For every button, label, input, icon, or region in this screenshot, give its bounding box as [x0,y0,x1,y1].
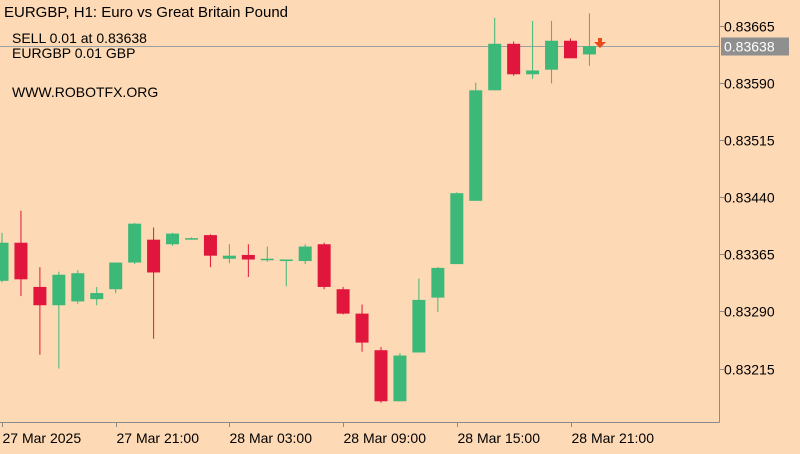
plot-border [0,0,720,423]
candle-12[interactable] [222,244,236,264]
candle-body [393,355,407,402]
candle-21[interactable] [393,353,407,402]
candle-22[interactable] [412,278,426,353]
candle-16[interactable] [298,244,312,265]
candle-9[interactable] [166,232,180,246]
candle-2[interactable] [33,267,47,355]
trade-markers [594,38,606,48]
candle-body [564,40,577,59]
candle-body [526,70,540,75]
candle-body [90,293,104,300]
price-axis[interactable]: 0.83665 0.83590 0.83515 0.83440 0.83365 0.832… [719,19,789,378]
candle-body [185,238,198,240]
position-info: EURGBP 0.01 GBP [12,45,136,61]
candle-28[interactable] [526,20,540,79]
order-info: SELL 0.01 at 0.83638 [12,30,147,46]
candle-body [336,289,350,314]
candle-body [317,244,331,287]
candle-3[interactable] [52,271,66,369]
candle-18[interactable] [336,286,350,315]
candle-27[interactable] [507,41,521,76]
candle-15[interactable] [279,259,293,287]
watermark-text: WWW.ROBOTFX.ORG [12,84,159,100]
candle-29[interactable] [545,20,559,84]
candle-31[interactable] [582,13,596,66]
candle-body [260,258,274,261]
time-tick-label: 28 Mar 15:00 [458,430,541,446]
candle-30[interactable] [564,38,577,59]
time-axis[interactable]: 27 Mar 2025 27 Mar 21:00 28 Mar 03:00 28 Ma… [2,422,655,446]
candle-body [488,43,502,91]
price-tick-label: 0.83365 [724,247,775,263]
candle-1[interactable] [14,210,28,297]
candle-body [582,46,596,55]
time-tick-label: 27 Mar 2025 [3,430,82,446]
candle-body [298,246,312,262]
candle-body [374,350,388,402]
candle-11[interactable] [203,234,217,268]
time-tick-label: 28 Mar 09:00 [344,430,427,446]
candle-19[interactable] [355,304,369,352]
price-tick-label: 0.83290 [724,304,775,320]
candle-26[interactable] [488,17,502,91]
sell-arrow-icon [594,38,606,48]
candle-10[interactable] [185,237,198,240]
current-price-tag: 0.83638 [721,37,789,56]
candle-body [203,235,217,256]
candle-body [71,273,85,302]
time-tick-label: 27 Mar 21:00 [117,430,200,446]
candle-14[interactable] [260,246,274,262]
candle-20[interactable] [374,347,388,403]
candle-8[interactable] [147,227,161,339]
candle-25[interactable] [469,82,483,201]
candle-body [241,254,255,260]
candles[interactable] [0,13,596,403]
candle-body [222,255,236,259]
price-tick-label: 0.83665 [724,19,775,35]
price-tick-label: 0.83440 [724,190,775,206]
price-tick-label: 0.83515 [724,133,775,149]
price-tag-label: 0.83638 [724,39,775,55]
price-tick-label: 0.83215 [724,362,775,378]
candle-body [355,313,369,343]
candle-body [507,43,521,75]
candle-7[interactable] [128,222,142,265]
candle-body [166,233,180,245]
candle-13[interactable] [241,244,255,278]
candle-body [450,193,464,265]
chart-title: EURGBP, H1: Euro vs Great Britain Pound [4,4,289,21]
candle-body [14,242,28,280]
candle-23[interactable] [431,267,445,313]
candle-body [431,267,445,298]
candle-body [33,286,47,306]
candle-body [147,239,161,273]
candle-body [279,259,293,262]
candle-body [0,242,9,281]
time-tick-label: 28 Mar 21:00 [572,430,655,446]
candle-body [128,223,142,263]
time-tick-label: 28 Mar 03:00 [230,430,313,446]
candle-0[interactable] [0,232,9,283]
candle-24[interactable] [450,192,464,265]
price-tag-bg [721,37,789,56]
candle-body [109,262,123,290]
candle-17[interactable] [317,242,331,290]
candle-5[interactable] [90,286,104,306]
candle-4[interactable] [71,270,85,304]
candle-body [545,40,559,70]
candle-6[interactable] [109,262,123,294]
candle-body [469,90,483,201]
candle-body [412,299,426,353]
candle-body [52,274,66,306]
price-tick-label: 0.83590 [724,76,775,92]
